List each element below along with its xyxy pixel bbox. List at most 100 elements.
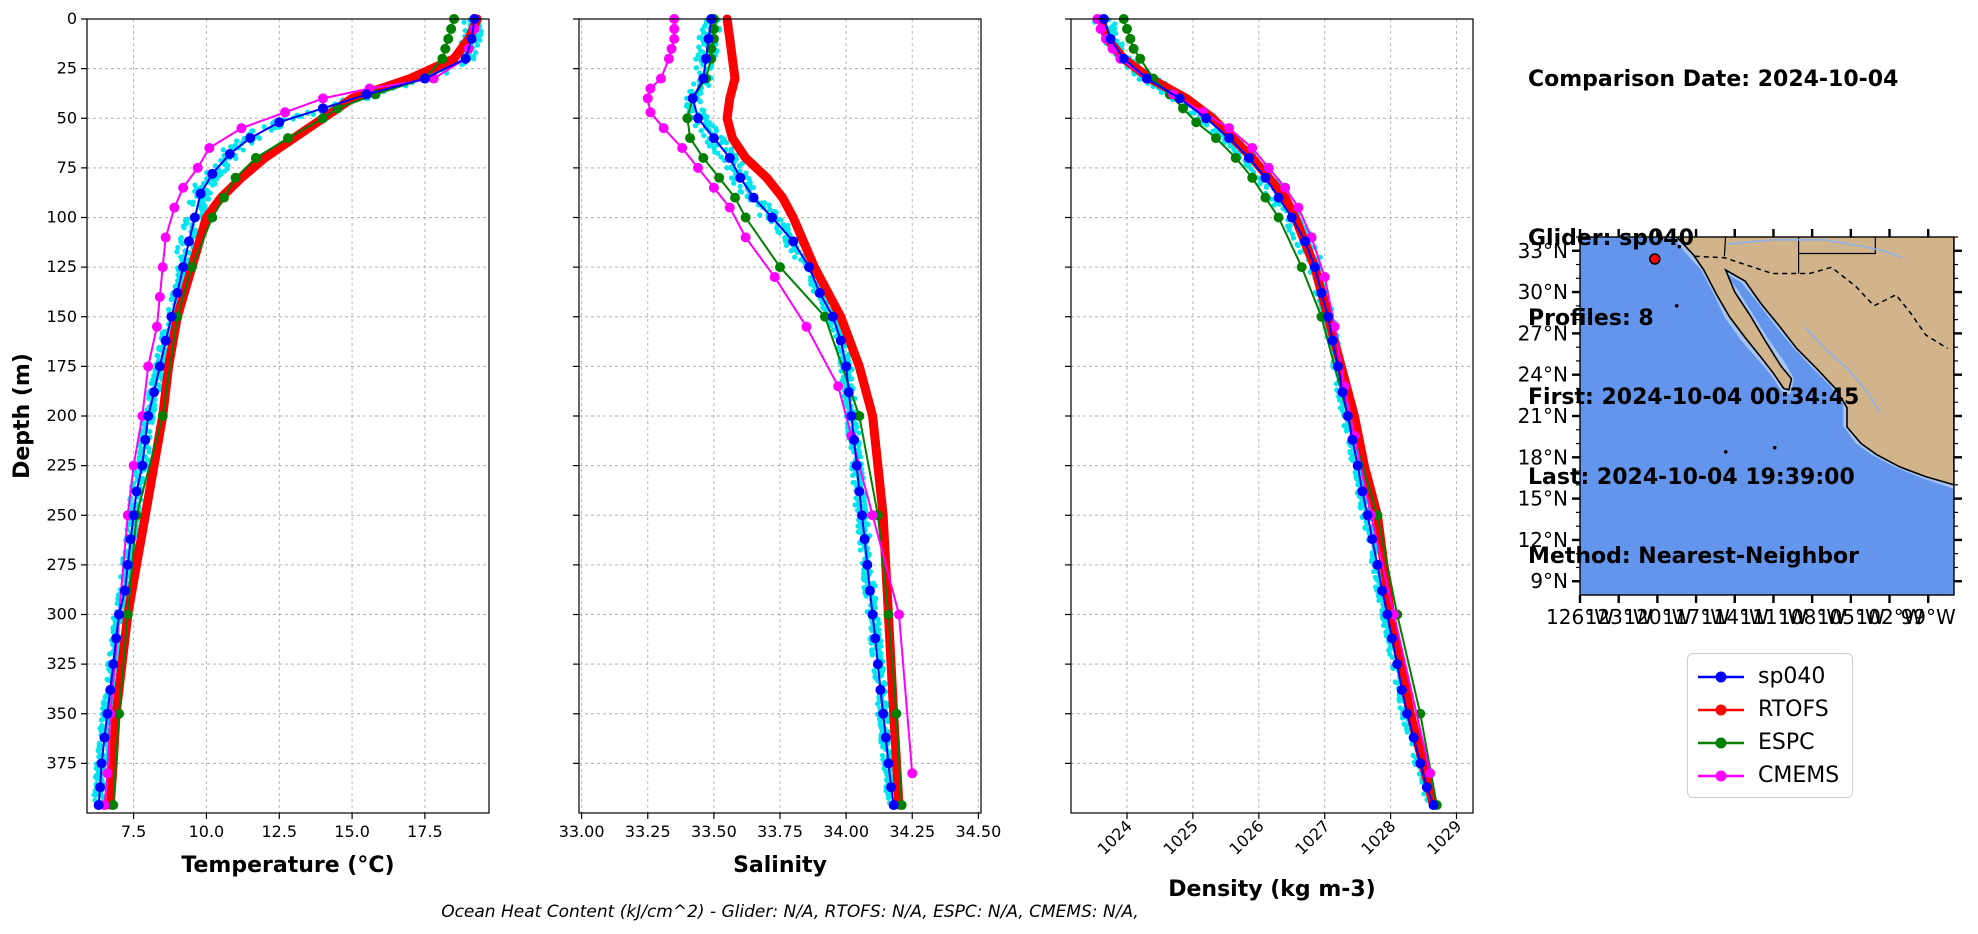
legend-label: ESPC (1758, 730, 1815, 755)
x-tick-label: 1025 (1160, 816, 1202, 858)
y-tick-label: 25 (57, 59, 77, 78)
first-profile-time: First: 2024-10-04 00:34:45 (1528, 385, 1860, 410)
data-point (1392, 659, 1403, 670)
y-tick-label: 50 (57, 108, 77, 127)
raw-glider-point (862, 503, 868, 510)
data-point (105, 684, 116, 695)
data-point (96, 758, 107, 769)
density-series-rtofs (1096, 14, 1438, 810)
data-point (814, 287, 825, 298)
data-point (1118, 53, 1129, 64)
raw-glider-point (706, 82, 712, 88)
data-point (1377, 585, 1388, 596)
raw-glider-point (1272, 201, 1278, 207)
data-point (236, 123, 247, 134)
raw-glider-point (1137, 76, 1143, 82)
raw-glider-point (1404, 729, 1410, 735)
lon-tick-label: 99°W (1901, 605, 1956, 629)
x-tick-label: 33.50 (691, 822, 737, 841)
map-layers (1580, 237, 1954, 595)
x-tick-label: 33.25 (625, 822, 671, 841)
temperature-series-espc (108, 14, 460, 811)
data-point (125, 534, 136, 545)
data-point (160, 335, 171, 346)
raw-glider-point (166, 306, 172, 313)
legend-swatch-rtofs (1698, 704, 1744, 715)
raw-glider-point (240, 147, 246, 153)
data-point (178, 182, 189, 193)
density-x-axis-label: Density (kg m-3) (1168, 877, 1376, 902)
raw-glider-point (766, 202, 772, 208)
y-tick-label: 300 (46, 605, 77, 624)
data-point (143, 411, 154, 421)
density-raw-glider-points (1092, 17, 1440, 807)
lat-tick-label: 9°N (1530, 569, 1568, 593)
y-tick-label: 375 (46, 753, 77, 772)
raw-glider-point (1339, 408, 1345, 414)
data-point (703, 33, 714, 44)
raw-glider-point (1394, 680, 1400, 686)
x-tick-label: 17.5 (407, 822, 443, 841)
raw-glider-point (1396, 698, 1402, 704)
legend-swatch-espc (1698, 737, 1744, 748)
data-point (160, 232, 171, 243)
data-point (867, 609, 878, 620)
data-point (361, 89, 372, 100)
data-point (1396, 684, 1407, 695)
data-point (317, 93, 328, 104)
data-point (166, 311, 177, 322)
data-point (230, 172, 241, 183)
density-x-ticks: 1024 1025 1026 1027 1028 1029 (1094, 813, 1465, 859)
raw-glider-point (715, 150, 721, 156)
raw-glider-point (691, 81, 697, 87)
lon-tick-label: 114°W (1701, 605, 1769, 629)
raw-glider-point (1276, 201, 1282, 207)
raw-glider-point (885, 719, 891, 725)
data-point (1135, 53, 1146, 64)
data-point (854, 486, 865, 497)
raw-glider-point (876, 620, 882, 627)
raw-glider-point (783, 242, 790, 249)
raw-glider-point (233, 155, 239, 162)
y-tick-label: 150 (46, 307, 77, 326)
raw-glider-point (461, 19, 467, 25)
data-point (186, 262, 197, 273)
raw-glider-point (697, 98, 703, 104)
density-series-cmems (1092, 14, 1436, 779)
data-point (685, 133, 696, 144)
data-point (1327, 335, 1338, 346)
data-point (466, 33, 477, 44)
raw-glider-point (738, 189, 745, 195)
data-point (245, 133, 256, 144)
x-tick-label: 1026 (1225, 816, 1267, 858)
data-point (99, 732, 110, 743)
x-tick-label: 33.00 (559, 822, 605, 841)
data-point (867, 510, 878, 521)
y-tick-label: 125 (46, 257, 77, 276)
interpolation-method: Method: Nearest-Neighbor (1528, 544, 1859, 569)
raw-glider-point (1386, 647, 1392, 653)
data-point (698, 73, 709, 84)
temperature-panel: 7.5 10.0 12.5 15.0 17.5 0 25 50 75 100 125 150 175 20… (10, 9, 490, 878)
raw-glider-point (1343, 428, 1350, 434)
raw-glider-point (1204, 122, 1210, 128)
data-point (128, 460, 139, 471)
lat-tick-label: 12°N (1518, 528, 1568, 552)
x-tick-label: 10.0 (189, 822, 225, 841)
raw-glider-point (701, 132, 707, 139)
salinity-grid (579, 18, 981, 813)
raw-glider-point (690, 108, 696, 114)
data-point (1141, 73, 1152, 84)
island (1677, 244, 1682, 249)
y-tick-label: 350 (46, 704, 77, 723)
raw-glider-point (1285, 223, 1291, 229)
data-point (192, 162, 203, 173)
raw-glider-point (250, 128, 256, 134)
raw-glider-point (696, 44, 702, 50)
raw-glider-point (175, 244, 181, 251)
raw-glider-point (857, 454, 864, 460)
data-point (1128, 43, 1139, 54)
raw-glider-point (792, 254, 798, 260)
raw-glider-point (1353, 476, 1360, 482)
salinity-panel: 33.00 33.25 33.50 33.75 34.00 34.25 34.50 Salin… (559, 14, 1001, 878)
